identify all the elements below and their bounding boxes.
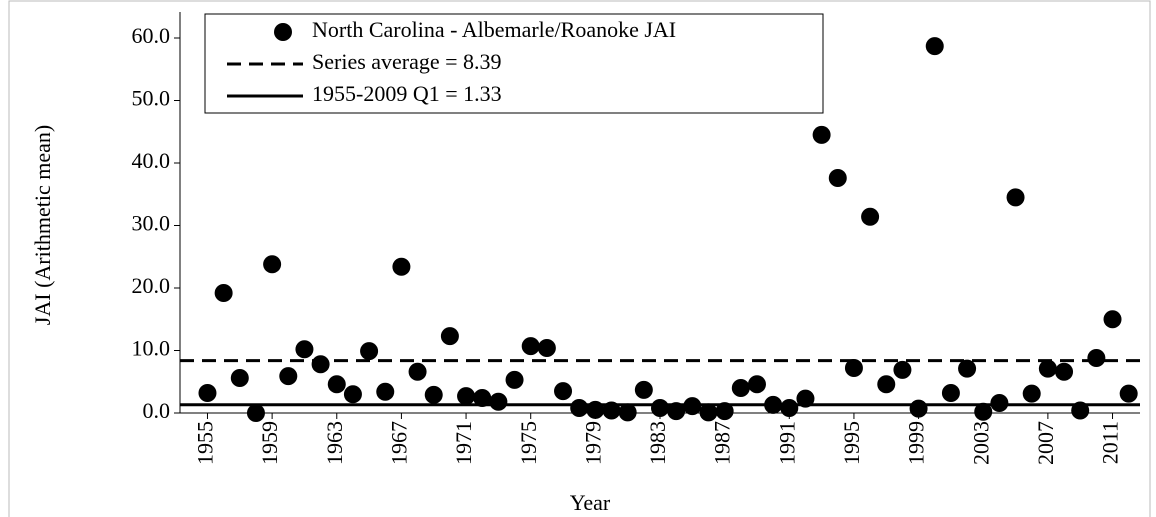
point <box>764 395 783 414</box>
legend-label: Series average = 8.39 <box>312 49 502 74</box>
point <box>198 384 217 402</box>
x-tick-label: 1955 <box>193 421 218 465</box>
point <box>1071 401 1090 420</box>
legend-label: North Carolina - Albemarle/Roanoke JAI <box>312 17 676 42</box>
point <box>715 402 734 421</box>
point <box>861 207 880 226</box>
point <box>747 375 766 394</box>
legend-box <box>204 13 824 114</box>
x-tick-label: 1963 <box>322 421 347 465</box>
point <box>1087 349 1106 367</box>
point <box>246 404 265 422</box>
point <box>537 339 556 357</box>
y-tick-label: 40.0 <box>132 148 171 173</box>
point <box>877 375 896 394</box>
point <box>602 401 621 420</box>
point <box>360 342 379 361</box>
x-axis-title: Year <box>570 490 611 515</box>
point <box>554 382 573 401</box>
point <box>812 125 831 144</box>
y-axis-title: JAI (Arithmetic mean) <box>30 125 55 325</box>
legend-marker <box>274 23 292 41</box>
point <box>570 399 589 417</box>
x-tick-label: 1991 <box>774 421 799 465</box>
x-tick-label: 1987 <box>710 421 735 465</box>
point <box>295 340 314 359</box>
point <box>1006 188 1025 207</box>
point <box>279 367 298 386</box>
point <box>586 400 605 419</box>
point <box>343 385 362 404</box>
y-tick-label: 10.0 <box>132 336 171 361</box>
x-tick-label: 2011 <box>1098 421 1123 464</box>
point <box>392 257 411 276</box>
y-tick-label: 60.0 <box>132 23 171 48</box>
x-tick-label: 1999 <box>904 421 929 465</box>
point <box>925 37 944 56</box>
point <box>457 387 476 406</box>
point <box>408 362 427 381</box>
point <box>780 399 799 417</box>
x-tick-label: 1995 <box>839 421 864 465</box>
point <box>263 255 282 274</box>
point <box>214 284 233 302</box>
point <box>440 327 459 346</box>
point <box>683 397 702 416</box>
point <box>634 380 653 399</box>
point <box>958 359 977 378</box>
x-tick-label: 1967 <box>386 421 411 465</box>
point <box>667 402 686 421</box>
x-tick-label: 1959 <box>257 421 282 465</box>
point <box>489 392 508 411</box>
y-tick-label: 20.0 <box>132 273 171 298</box>
x-tick-label: 2007 <box>1033 421 1058 465</box>
point <box>230 369 249 387</box>
y-tick-label: 50.0 <box>132 86 171 111</box>
point <box>1022 384 1041 403</box>
x-tick-label: 1983 <box>645 421 670 465</box>
point <box>990 394 1009 412</box>
x-tick-label: 1979 <box>580 421 605 465</box>
point <box>1103 310 1122 329</box>
point <box>1038 359 1057 378</box>
frame <box>8 0 1151 517</box>
point <box>909 399 928 418</box>
point <box>844 359 863 377</box>
point <box>796 389 815 408</box>
x-tick-label: 1975 <box>516 421 541 465</box>
point <box>651 399 669 417</box>
point <box>505 370 524 389</box>
y-tick-label: 0.0 <box>143 398 171 423</box>
point <box>473 389 492 407</box>
point <box>424 385 443 404</box>
point <box>618 403 637 422</box>
legend-label: 1955-2009 Q1 = 1.33 <box>312 81 502 106</box>
x-tick-label: 1971 <box>451 421 476 465</box>
point <box>327 375 346 394</box>
point <box>974 402 993 421</box>
point <box>376 382 395 401</box>
x-tick-label: 2003 <box>968 421 993 465</box>
y-tick-label: 30.0 <box>132 211 171 236</box>
point <box>521 337 540 356</box>
point <box>311 355 330 374</box>
point <box>893 360 912 379</box>
point <box>828 169 847 187</box>
point <box>731 379 750 397</box>
point <box>1119 384 1138 403</box>
point <box>699 403 718 422</box>
point <box>941 384 960 402</box>
point <box>1055 362 1074 381</box>
